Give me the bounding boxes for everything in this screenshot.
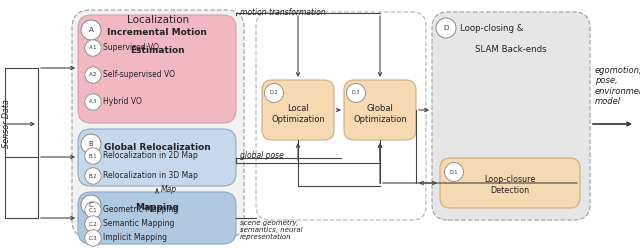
Text: C.2: C.2 xyxy=(89,221,97,226)
Text: Estimation: Estimation xyxy=(130,46,184,56)
Text: Incremental Motion: Incremental Motion xyxy=(107,29,207,37)
Text: motion transformation: motion transformation xyxy=(240,8,326,17)
Text: B.1: B.1 xyxy=(89,154,97,158)
Text: Supervised VO: Supervised VO xyxy=(103,43,159,53)
Circle shape xyxy=(81,195,101,215)
Text: Hybrid VO: Hybrid VO xyxy=(103,97,142,106)
Circle shape xyxy=(445,162,463,182)
Circle shape xyxy=(84,202,101,218)
Text: A: A xyxy=(88,27,93,33)
FancyBboxPatch shape xyxy=(262,80,334,140)
Text: SLAM Back-ends: SLAM Back-ends xyxy=(475,45,547,55)
Text: Map: Map xyxy=(161,185,177,193)
Circle shape xyxy=(81,134,101,154)
Text: D.1: D.1 xyxy=(450,169,458,175)
Text: A.3: A.3 xyxy=(89,99,97,104)
Text: B: B xyxy=(88,141,93,147)
FancyBboxPatch shape xyxy=(78,192,236,244)
FancyBboxPatch shape xyxy=(440,158,580,208)
Text: D: D xyxy=(444,25,449,31)
Text: B.2: B.2 xyxy=(89,174,97,179)
Text: A.1: A.1 xyxy=(89,45,97,51)
Text: Self-supervised VO: Self-supervised VO xyxy=(103,70,175,80)
Text: Localization: Localization xyxy=(127,15,189,25)
Text: Global Relocalization: Global Relocalization xyxy=(104,143,211,152)
Text: Local
Optimization: Local Optimization xyxy=(271,104,325,124)
Text: Relocalization in 3D Map: Relocalization in 3D Map xyxy=(103,172,198,181)
Text: C.1: C.1 xyxy=(89,208,97,213)
Text: D.3: D.3 xyxy=(352,91,360,95)
Text: scene geometry,
semantics, neural
representation: scene geometry, semantics, neural repres… xyxy=(240,220,303,240)
Text: Implicit Mapping: Implicit Mapping xyxy=(103,234,167,243)
Circle shape xyxy=(84,148,101,164)
Text: Global
Optimization: Global Optimization xyxy=(353,104,407,124)
Text: C: C xyxy=(88,202,93,208)
FancyBboxPatch shape xyxy=(344,80,416,140)
Circle shape xyxy=(84,216,101,232)
Text: C.3: C.3 xyxy=(89,236,97,241)
Circle shape xyxy=(84,40,101,56)
Circle shape xyxy=(84,67,101,83)
Circle shape xyxy=(346,84,365,102)
Text: Loop-closing &: Loop-closing & xyxy=(460,25,524,33)
Text: Sensor Data: Sensor Data xyxy=(2,99,11,149)
Text: Semantic Mapping: Semantic Mapping xyxy=(103,219,174,228)
Circle shape xyxy=(84,230,101,246)
Circle shape xyxy=(436,18,456,38)
Circle shape xyxy=(84,94,101,110)
Circle shape xyxy=(81,20,101,40)
FancyBboxPatch shape xyxy=(78,129,236,186)
FancyBboxPatch shape xyxy=(78,15,236,123)
Text: global pose: global pose xyxy=(240,151,284,160)
Text: egomotion,
pose,
environment
model: egomotion, pose, environment model xyxy=(595,66,640,106)
Text: Loop-closure
Detection: Loop-closure Detection xyxy=(484,175,536,195)
Text: A.2: A.2 xyxy=(89,72,97,77)
Text: Mapping: Mapping xyxy=(135,203,179,212)
Text: D.2: D.2 xyxy=(269,91,278,95)
Circle shape xyxy=(264,84,284,102)
FancyBboxPatch shape xyxy=(72,10,244,238)
Text: Relocalization in 2D Map: Relocalization in 2D Map xyxy=(103,152,198,160)
Text: Geometric Mapping: Geometric Mapping xyxy=(103,206,179,215)
FancyBboxPatch shape xyxy=(432,12,590,220)
Circle shape xyxy=(84,168,101,184)
